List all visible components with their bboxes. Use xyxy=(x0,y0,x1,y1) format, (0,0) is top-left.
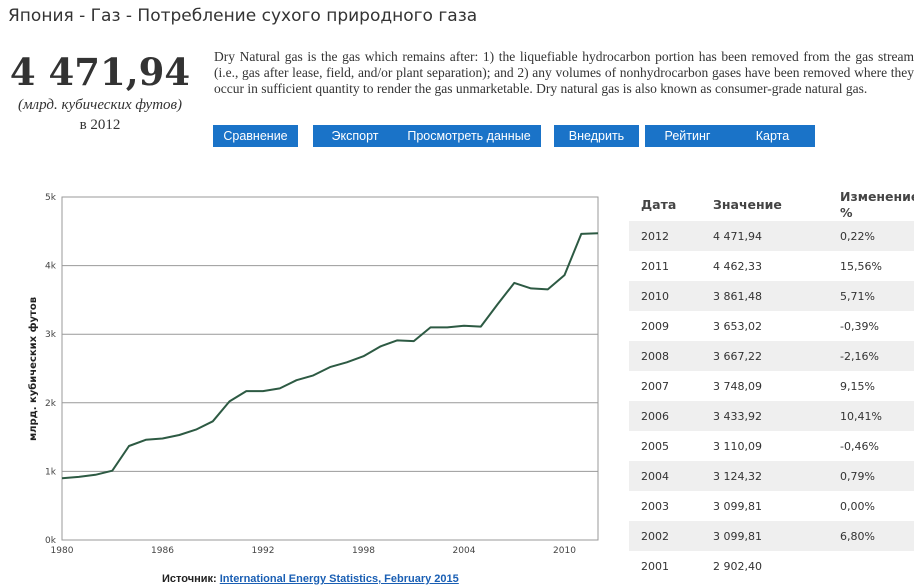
plot-frame xyxy=(61,196,599,541)
cell-change: 6,80% xyxy=(840,530,875,543)
cell-change: -0,46% xyxy=(840,440,879,453)
current-value: 4 471,94 xyxy=(9,50,191,94)
y-tick-label: 3k xyxy=(45,330,57,340)
cell-date: 2007 xyxy=(641,380,669,393)
cell-value: 3 124,32 xyxy=(713,470,762,483)
y-tick-label: 4k xyxy=(45,262,57,272)
y-axis-label: млрд. кубических футов xyxy=(27,297,39,441)
chart-series xyxy=(61,232,599,480)
header-value: Значение xyxy=(713,197,782,212)
cell-change: 10,41% xyxy=(840,410,882,423)
cell-change: -2,16% xyxy=(840,350,879,363)
series-line xyxy=(61,232,599,480)
cell-date: 2001 xyxy=(641,560,669,573)
cell-date: 2008 xyxy=(641,350,669,363)
view-data-button[interactable]: Просмотреть данные xyxy=(397,125,541,147)
cell-date: 2010 xyxy=(641,290,669,303)
table-row: 2004 3 124,32 0,79% xyxy=(629,461,914,491)
table-row: 2009 3 653,02 -0,39% xyxy=(629,311,914,341)
cell-value: 2 902,40 xyxy=(713,560,762,573)
table-row: 2011 4 462,33 15,56% xyxy=(629,251,914,281)
table-row: 2003 3 099,81 0,00% xyxy=(629,491,914,521)
cell-date: 2006 xyxy=(641,410,669,423)
cell-change: 15,56% xyxy=(840,260,882,273)
y-axis: 0k 1k 2k 3k 4k 5k xyxy=(45,193,57,546)
cell-date: 2012 xyxy=(641,230,669,243)
cell-change: 0,79% xyxy=(840,470,875,483)
map-button[interactable]: Карта xyxy=(730,125,815,147)
cell-date: 2002 xyxy=(641,530,669,543)
export-button[interactable]: Экспорт xyxy=(313,125,397,147)
cell-value: 3 861,48 xyxy=(713,290,762,303)
cell-value: 3 433,92 xyxy=(713,410,762,423)
cell-change: 0,22% xyxy=(840,230,875,243)
cell-value: 4 471,94 xyxy=(713,230,762,243)
cell-date: 2005 xyxy=(641,440,669,453)
chart-grid xyxy=(61,196,599,541)
table-row: 2012 4 471,94 0,22% xyxy=(629,221,914,251)
x-tick-label: 1992 xyxy=(252,546,275,556)
x-tick-label: 1986 xyxy=(151,546,174,556)
consumption-line-chart: 0k 1k 2k 3k 4k 5k 1980 1986 1992 1998 2004 2010 мл… xyxy=(27,193,599,556)
cell-value: 3 653,02 xyxy=(713,320,762,333)
table-row: 2006 3 433,92 10,41% xyxy=(629,401,914,431)
table-row: 2007 3 748,09 9,15% xyxy=(629,371,914,401)
compare-button[interactable]: Сравнение xyxy=(213,125,298,147)
source-link[interactable]: International Energy Statistics, Februar… xyxy=(219,573,459,585)
table-row: 2001 2 902,40 xyxy=(629,551,914,581)
cell-date: 2009 xyxy=(641,320,669,333)
source-credit: Источник: International Energy Statistic… xyxy=(162,573,459,585)
header-date: Дата xyxy=(641,197,677,212)
cell-change: 0,00% xyxy=(840,500,875,513)
cell-date: 2004 xyxy=(641,470,669,483)
cell-change: -0,39% xyxy=(840,320,879,333)
value-unit: (млрд. кубических футов) xyxy=(17,97,183,113)
data-table: Дата Значение Изменение % 2012 4 471,94 0,… xyxy=(629,185,914,581)
cell-change: 5,71% xyxy=(840,290,875,303)
rating-button[interactable]: Рейтинг xyxy=(645,125,730,147)
page-title: Япония - Газ - Потребление сухого природ… xyxy=(8,6,478,26)
y-tick-label: 5k xyxy=(45,193,57,203)
table-row: 2010 3 861,48 5,71% xyxy=(629,281,914,311)
x-tick-label: 1998 xyxy=(352,546,375,556)
table-row: 2008 3 667,22 -2,16% xyxy=(629,341,914,371)
x-tick-label: 2010 xyxy=(553,546,576,556)
cell-change: 9,15% xyxy=(840,380,875,393)
y-tick-label: 2k xyxy=(45,399,57,409)
cell-value: 3 667,22 xyxy=(713,350,762,363)
x-tick-label: 1980 xyxy=(51,546,74,556)
cell-value: 3 099,81 xyxy=(713,500,762,513)
cell-value: 3 099,81 xyxy=(713,530,762,543)
table-header: Дата Значение Изменение % xyxy=(629,185,914,221)
cell-value: 3 110,09 xyxy=(713,440,762,453)
x-axis: 1980 1986 1992 1998 2004 2010 xyxy=(51,546,577,556)
y-tick-label: 0k xyxy=(45,536,57,546)
cell-date: 2003 xyxy=(641,500,669,513)
y-tick-label: 1k xyxy=(45,467,57,477)
x-tick-label: 2004 xyxy=(453,546,476,556)
cell-value: 4 462,33 xyxy=(713,260,762,273)
embed-button[interactable]: Внедрить xyxy=(554,125,639,147)
cell-date: 2011 xyxy=(641,260,669,273)
cell-value: 3 748,09 xyxy=(713,380,762,393)
header-change-unit: % xyxy=(840,205,853,220)
indicator-description: Dry Natural gas is the gas which remains… xyxy=(214,49,914,96)
value-year: в 2012 xyxy=(79,117,121,133)
table-row: 2005 3 110,09 -0,46% xyxy=(629,431,914,461)
source-label: Источник: xyxy=(162,573,217,585)
table-body: 2012 4 471,94 0,22% 2011 4 462,33 15,56% 2010 3… xyxy=(629,221,914,581)
header-change: Изменение xyxy=(840,189,914,204)
table-row: 2002 3 099,81 6,80% xyxy=(629,521,914,551)
